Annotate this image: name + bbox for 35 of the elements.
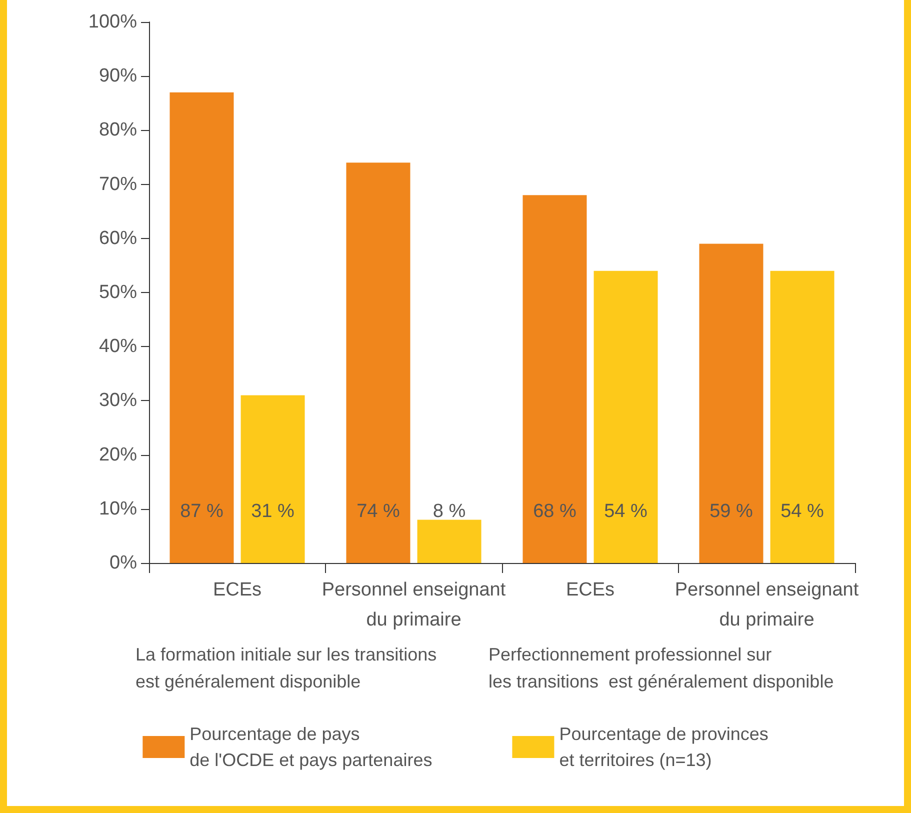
data-label: 54 % bbox=[604, 501, 648, 522]
x-tick-label: ECEs bbox=[212, 580, 262, 600]
bar bbox=[417, 520, 482, 563]
y-tick-label: 10% bbox=[98, 498, 138, 520]
x-tick-label: Personnel enseignant du primaire bbox=[322, 580, 506, 630]
y-tick-label: 50% bbox=[98, 282, 138, 303]
bar bbox=[240, 395, 305, 563]
data-label: 68 % bbox=[533, 501, 576, 522]
text: Perfectionnement professionnel sur les transitions est généralement disponible bbox=[488, 644, 834, 692]
y-tick-label: 70% bbox=[98, 174, 138, 195]
bar bbox=[594, 270, 658, 563]
data-label: 87 % bbox=[180, 501, 224, 522]
bar bbox=[346, 162, 410, 563]
legend-label: Pourcentage de provinces et territoires (n=13) bbox=[559, 724, 768, 770]
bar bbox=[522, 195, 587, 563]
bar bbox=[699, 244, 764, 563]
bar bbox=[770, 270, 834, 563]
x-tick-label: ECEs bbox=[566, 580, 615, 600]
data-label: 31 % bbox=[251, 501, 295, 522]
text: La formation initiale sur les transitions est généralement disponible bbox=[136, 644, 437, 692]
y-tick-label: 30% bbox=[98, 390, 138, 412]
data-label: 59 % bbox=[710, 501, 753, 522]
y-tick-label: 60% bbox=[98, 228, 138, 249]
y-tick-label: 100% bbox=[88, 12, 138, 32]
y-tick-label: 40% bbox=[98, 336, 138, 358]
data-label: 8 % bbox=[432, 501, 466, 522]
x-tick-label: Personnel enseignant du primaire bbox=[674, 580, 860, 630]
data-label: 74 % bbox=[356, 501, 400, 522]
y-tick-label: 80% bbox=[98, 120, 138, 141]
legend-label: Pourcentage de pays de l'OCDE et pays partenaires bbox=[190, 724, 432, 770]
bar bbox=[170, 92, 234, 563]
data-label: 54 % bbox=[780, 501, 824, 522]
y-tick-label: 0% bbox=[110, 552, 138, 574]
y-tick-label: 20% bbox=[98, 444, 138, 466]
y-tick-label: 90% bbox=[98, 66, 138, 87]
